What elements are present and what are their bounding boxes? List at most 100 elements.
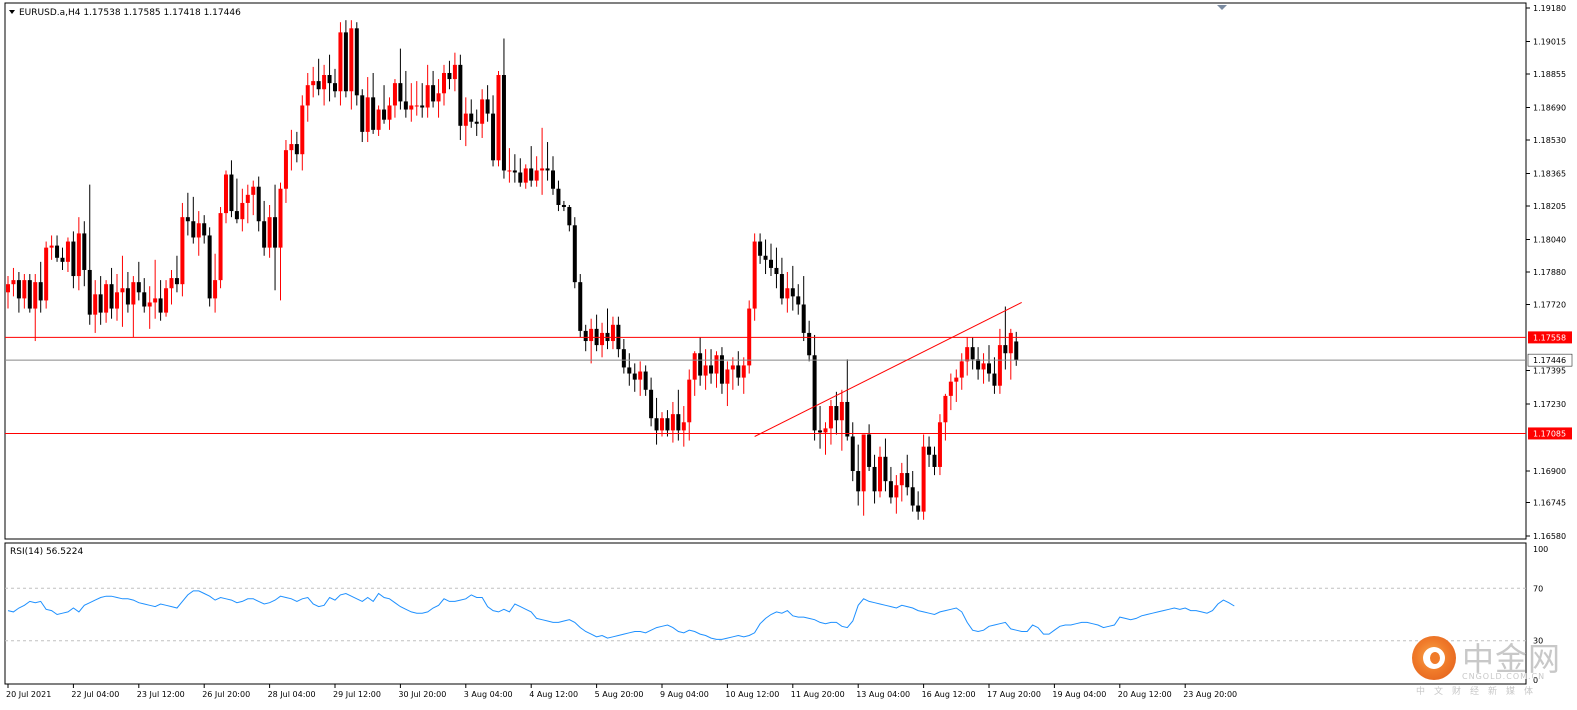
candle-bear (229, 174, 234, 212)
watermark-url: CNGOLD.COM.CN (1462, 672, 1546, 681)
time-tick-label: 23 Aug 20:00 (1183, 690, 1237, 699)
levels-layer: 1.17558 1.17085 1.17446 (5, 302, 1573, 440)
candle-bear (627, 367, 632, 374)
candle-bull (425, 85, 430, 108)
candle-bear (360, 95, 365, 132)
rsi-layer (5, 587, 1526, 642)
candle-bull (638, 371, 643, 380)
candle-bear (202, 223, 207, 236)
candle-bull (452, 64, 457, 80)
price-tick-label: 1.18365 (1533, 170, 1566, 179)
candle-bull (480, 99, 485, 124)
candle-bear (1003, 345, 1008, 354)
candle-bear (561, 204, 566, 208)
time-tick-label: 19 Aug 04:00 (1052, 690, 1106, 699)
candle-bull (692, 353, 697, 380)
candle-bull (305, 85, 310, 106)
candle-bull (196, 223, 201, 238)
candle-bull (376, 109, 381, 130)
candle-bull (937, 422, 942, 467)
price-tick-label: 1.17395 (1533, 366, 1566, 375)
candle-bull (245, 194, 250, 203)
candle-bear (1014, 341, 1019, 361)
candle-bull (839, 401, 844, 421)
candle-bull (463, 113, 468, 126)
price-tick-label: 1.18855 (1533, 70, 1566, 79)
price-tick-label: 1.16900 (1533, 467, 1566, 476)
candle-bull (267, 217, 272, 248)
time-tick-label: 28 Jul 04:00 (268, 690, 316, 699)
candle-bear (551, 170, 555, 189)
candle-bull (392, 83, 397, 106)
candle-bear (125, 288, 130, 305)
candle-bear (512, 170, 517, 173)
candle-bull (251, 186, 256, 195)
price-tick-label: 1.16580 (1533, 532, 1566, 541)
candle-bull (948, 381, 953, 396)
price-tick-label: 1.18205 (1533, 202, 1566, 211)
candle-bull (828, 406, 833, 429)
candle-bull (442, 72, 446, 94)
candle-bear (719, 355, 724, 384)
candle-bear (403, 101, 408, 110)
candle-bull (93, 294, 98, 315)
candle-bear (158, 298, 163, 313)
candle-bull (600, 332, 605, 346)
candle-bear (354, 28, 359, 96)
candle-bull (823, 428, 828, 433)
level-price-tag (1528, 427, 1572, 440)
candle-bear (142, 292, 147, 307)
candle-bull (180, 217, 185, 285)
candle-bear (16, 280, 21, 299)
candle-bull (289, 144, 294, 151)
candle-bull (981, 363, 986, 370)
candle-bull (436, 93, 441, 102)
candle-bear (987, 363, 991, 374)
candle-bull (741, 365, 746, 378)
candle-bear (136, 282, 141, 293)
candle-bull (610, 324, 615, 342)
candle-bull (76, 233, 81, 277)
axis-layer: 1.19180 1.19015 1.18855 1.18690 1.18530 1.183… (6, 4, 1566, 699)
candle-bear (796, 296, 801, 305)
candle-bear (643, 371, 648, 390)
candle-bull (115, 292, 119, 309)
rsi-tick-label: 30 (1533, 637, 1543, 646)
candle-bull (965, 347, 970, 362)
candle-bull (997, 345, 1002, 386)
candle-bull (414, 105, 419, 107)
candle-bear (55, 245, 60, 258)
candle-bull (44, 247, 49, 301)
dropdown-triangle-icon[interactable] (9, 10, 15, 14)
candle-bear (185, 217, 190, 222)
candle-bull (169, 278, 174, 289)
candle-bull (714, 355, 719, 374)
rsi-panel[interactable] (4, 542, 1527, 685)
candle-bear (774, 267, 779, 275)
candle-bear (82, 233, 87, 270)
candle-bull (959, 361, 964, 378)
candle-bull (899, 473, 904, 486)
candle-bull (589, 328, 594, 342)
candle-bear (976, 359, 981, 370)
candle-bear (371, 97, 376, 130)
candle-bear (763, 255, 768, 260)
scroll-shift-marker-icon[interactable] (1217, 5, 1227, 10)
candle-bear (790, 288, 795, 297)
candle-bear (883, 456, 888, 482)
candle-bear (420, 105, 425, 108)
time-tick-label: 11 Aug 20:00 (791, 690, 845, 699)
candle-bear (382, 109, 387, 120)
candle-bear (649, 389, 654, 419)
candle-bull (681, 422, 686, 431)
level-price-label: 1.17085 (1533, 429, 1566, 438)
level-price-label: 1.17558 (1533, 333, 1566, 342)
candle-bear (431, 85, 436, 102)
candle-bear (545, 168, 550, 171)
time-tick-label: 16 Aug 12:00 (922, 690, 976, 699)
rsi-tick-label: 0 (1533, 676, 1538, 685)
candle-bear (294, 144, 299, 155)
candle-bear (905, 473, 910, 488)
candle-bear (801, 304, 806, 333)
